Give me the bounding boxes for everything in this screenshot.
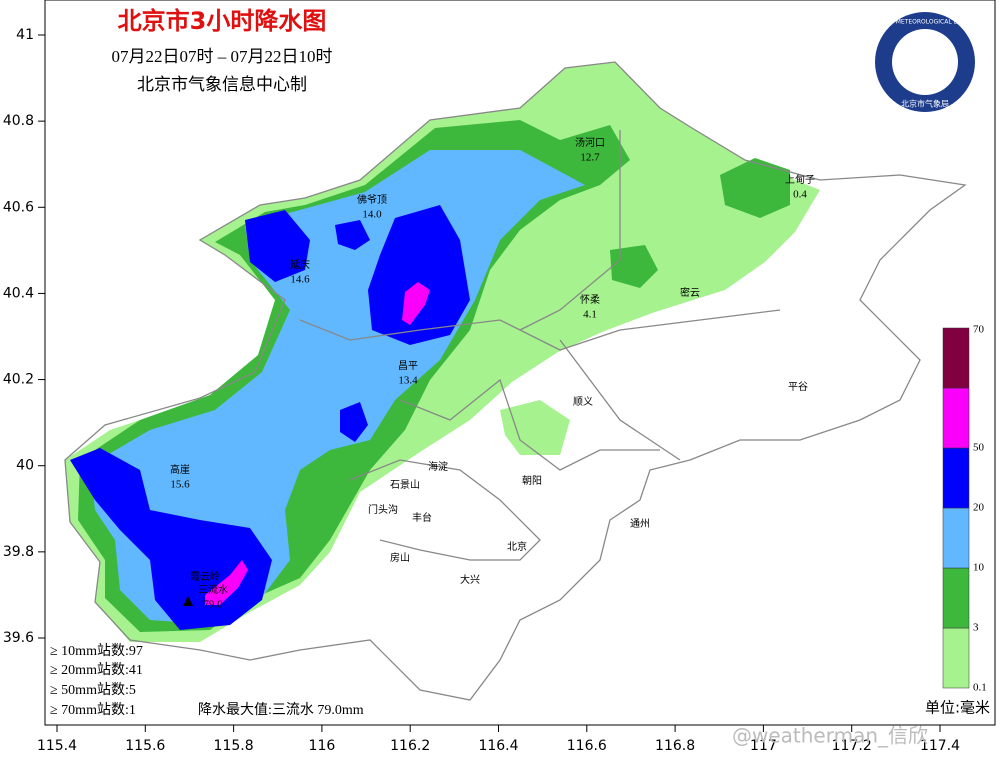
rain-extreme-1 bbox=[402, 282, 430, 325]
rain-light-east bbox=[500, 400, 570, 455]
station-name: 三流水 bbox=[198, 583, 228, 596]
y-tick-label: 40.2 bbox=[3, 372, 34, 388]
stat: ≥ 20mm站数:41 bbox=[50, 662, 143, 678]
x-tick-label: 116 bbox=[309, 738, 336, 754]
place-name: 石景山 bbox=[390, 479, 420, 491]
station-name: 汤河口 bbox=[575, 136, 605, 149]
place-name: 密云 bbox=[680, 286, 700, 299]
stats: ≥ 10mm站数:97 ≥ 20mm站数:41 ≥ 50mm站数:5 ≥ 70m… bbox=[50, 643, 364, 718]
map-frame bbox=[44, 0, 996, 726]
legend-label: 20 bbox=[973, 502, 985, 514]
place-name: 平谷 bbox=[788, 381, 808, 393]
stat: ≥ 50mm站数:5 bbox=[50, 682, 136, 698]
generated: 115.4 115.6 115.8 116 116.2 116.4 116.6 116.8 11… bbox=[3, 27, 987, 754]
station-value: 0.4 bbox=[793, 189, 807, 201]
legend-label: 70 bbox=[973, 324, 985, 336]
legend-label: 10 bbox=[973, 562, 985, 574]
station-value: 4.1 bbox=[583, 309, 597, 321]
logo-name-cn: 北京市气象局 bbox=[901, 99, 949, 109]
max-station-marker bbox=[183, 596, 193, 606]
x-tick-label: 116.8 bbox=[655, 738, 695, 754]
x-tick-label: 116.6 bbox=[567, 738, 607, 754]
unit: 单位:毫米 bbox=[925, 699, 990, 717]
station-value: 15.6 bbox=[170, 479, 190, 491]
station-name: 高崖 bbox=[170, 463, 190, 476]
period: 07月22日07时 – 07月22日10时 bbox=[112, 47, 333, 66]
logo: BEIJING METEOROLOGICAL BUREAU 北京市气象局 bbox=[871, 12, 979, 112]
station-name: 延庆 bbox=[290, 258, 310, 271]
legend-swatch bbox=[942, 627, 970, 689]
place-name: 大兴 bbox=[460, 573, 480, 586]
place-name: 丰台 bbox=[412, 511, 432, 524]
rain-moderate-ne bbox=[720, 158, 790, 218]
station-value: 14.0 bbox=[362, 209, 382, 221]
x-tick-label: 117 bbox=[750, 738, 777, 754]
place-name: 门头沟 bbox=[368, 503, 398, 516]
rain-moderate-hr bbox=[610, 245, 658, 288]
legend-label: 3 bbox=[973, 622, 979, 634]
station-value: 12.7 bbox=[580, 152, 600, 164]
legend-swatch bbox=[942, 567, 970, 629]
title-block: 北京市3小时降水图 07月22日07时 – 07月22日10时 北京市气象信息中… bbox=[112, 7, 333, 94]
legend-swatch bbox=[942, 327, 970, 389]
x-tick-label: 115.6 bbox=[125, 738, 165, 754]
district-lines bbox=[299, 130, 781, 561]
place-name: 北京 bbox=[507, 540, 527, 553]
rain-storm-4 bbox=[340, 402, 368, 442]
y-tick-label: 40 bbox=[16, 458, 34, 474]
legend-swatch bbox=[942, 447, 970, 509]
stat: ≥ 10mm站数:97 bbox=[50, 643, 143, 659]
rain-areas bbox=[65, 62, 820, 642]
legend-label: 0.1 bbox=[973, 682, 987, 694]
x-tick-label: 115.8 bbox=[214, 738, 254, 754]
station-name: 佛爷顶 bbox=[357, 193, 387, 206]
place-name: 通州 bbox=[630, 518, 650, 530]
city-boundary bbox=[64, 61, 967, 701]
stat: ≥ 70mm站数:1 bbox=[50, 702, 136, 718]
station-name: 上甸子 bbox=[785, 173, 815, 186]
rain-extreme-2 bbox=[205, 560, 248, 605]
y-tick-label: 40.8 bbox=[3, 113, 34, 129]
x-tick-label: 116.4 bbox=[478, 738, 518, 754]
x-tick-label: 117.4 bbox=[920, 738, 960, 754]
station-value: 79.0 bbox=[203, 599, 223, 611]
y-tick-label: 40.4 bbox=[3, 285, 34, 301]
y-tick-label: 39.8 bbox=[3, 544, 34, 560]
station-name: 昌平 bbox=[398, 360, 418, 372]
rain-storm-2 bbox=[368, 205, 470, 345]
station-value: 13.4 bbox=[398, 375, 418, 387]
legend-label: 50 bbox=[973, 442, 985, 454]
title: 北京市3小时降水图 bbox=[118, 7, 327, 35]
x-tick-label: 115.4 bbox=[37, 738, 77, 754]
x-tick-label: 116.2 bbox=[390, 738, 430, 754]
y-tick-label: 41 bbox=[16, 27, 34, 43]
boundaries bbox=[64, 61, 967, 701]
place-name: 霞云岭 bbox=[190, 570, 220, 583]
y-tick-label: 39.6 bbox=[3, 630, 34, 646]
logo-center bbox=[892, 29, 958, 95]
rain-storm-3 bbox=[335, 220, 370, 250]
place-name: 朝阳 bbox=[522, 475, 542, 487]
producer: 北京市气象信息中心制 bbox=[137, 75, 307, 94]
x-tick-label: 117.2 bbox=[832, 738, 872, 754]
place-name: 房山 bbox=[390, 551, 410, 564]
watermark: @weatherman_信欣 bbox=[732, 724, 928, 748]
y-tick-label: 40.6 bbox=[3, 199, 34, 215]
legend-swatch bbox=[942, 507, 970, 569]
station-value: 14.6 bbox=[290, 274, 310, 286]
legend-swatch bbox=[942, 387, 970, 449]
station-name: 怀柔 bbox=[580, 294, 600, 306]
place-name: 顺义 bbox=[573, 396, 593, 408]
logo-name-en: BEIJING METEOROLOGICAL BUREAU bbox=[871, 19, 978, 26]
place-name: 海淀 bbox=[428, 460, 448, 473]
rain-storm-1 bbox=[245, 210, 310, 282]
max-value: 降水最大值:三流水 79.0mm bbox=[198, 702, 364, 718]
